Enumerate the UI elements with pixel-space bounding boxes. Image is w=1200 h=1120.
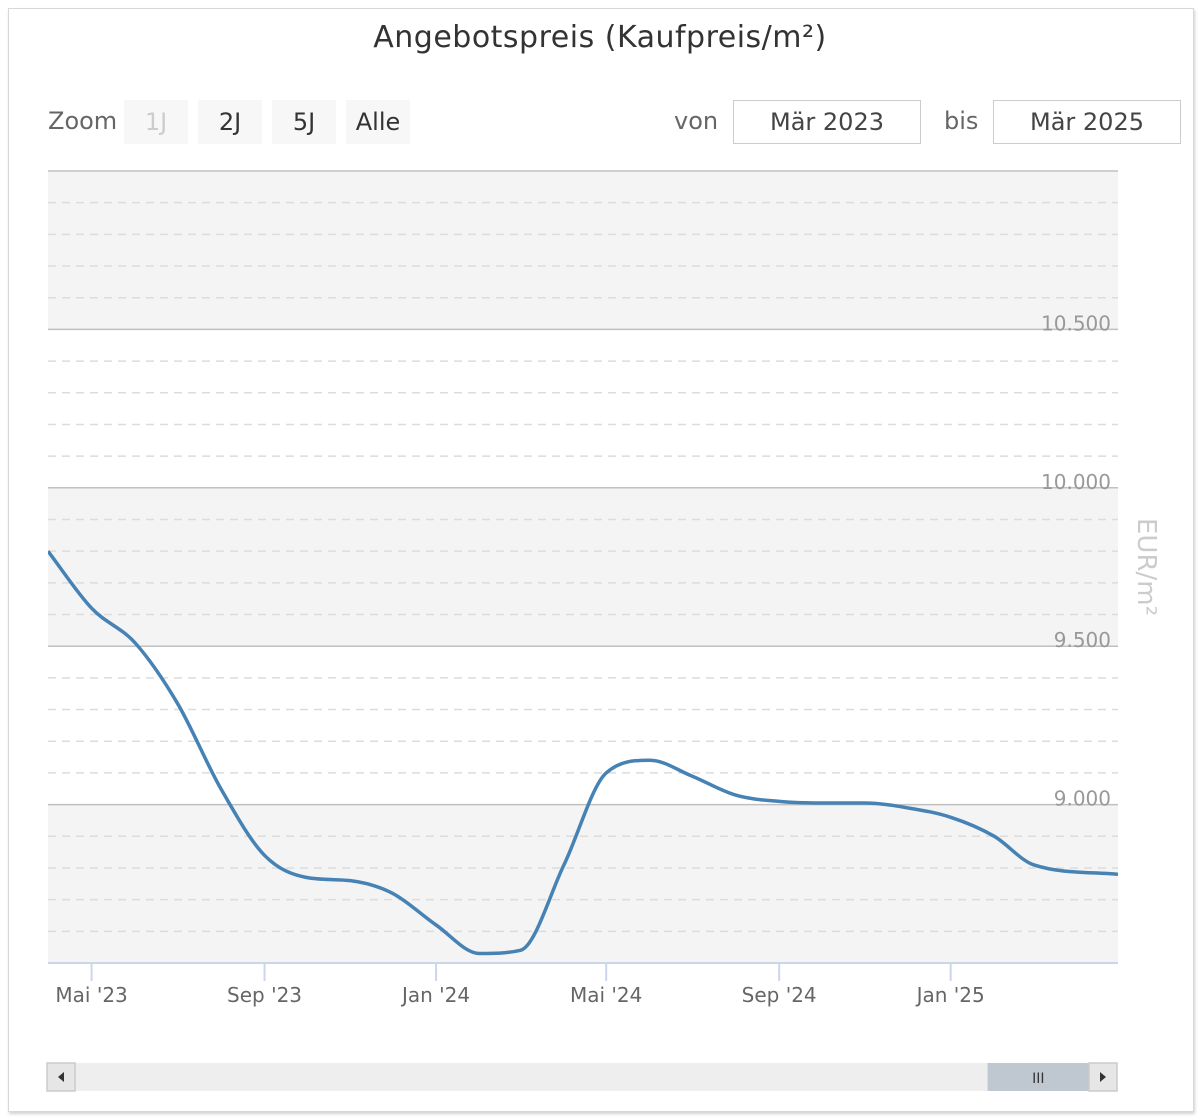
x-tick-label: Sep '24 [742,983,817,1007]
y-axis-title: EUR/m² [1131,518,1161,616]
minor-gridlines [48,201,1118,933]
x-tick-label: Sep '23 [227,983,302,1007]
scrollbar-track [47,1063,1117,1091]
scrollbar-thumb [987,1063,1089,1091]
zoom-alle-button[interactable]: Alle [346,100,410,144]
plot-band [48,804,1118,963]
y-tick-label: 9.000 [1054,787,1111,811]
plot-band [48,487,1118,647]
x-tick-label: Mai '24 [570,983,642,1007]
scrollbar[interactable]: III [46,1062,1118,1092]
plot-bands [48,171,1118,963]
zoom-2j-button[interactable]: 2J [198,100,262,144]
scroll-left-icon [58,1072,64,1082]
from-label: von [674,107,719,135]
to-label: bis [944,107,979,135]
y-tick-label: 10.500 [1041,311,1111,335]
series-group [48,550,1118,956]
x-axis: Mai '23 Sep '23 Jan '24 Mai '24 Sep '24 Jan '… [48,962,1118,1007]
scrollbar-grip: III [1032,1071,1044,1087]
x-tick-label: Jan '24 [400,983,470,1007]
zoom-5j-button[interactable]: 5J [272,100,336,144]
zoom-label: Zoom [48,107,118,135]
from-date-input[interactable]: Mär 2023 [733,100,921,144]
series-line [48,550,1118,956]
y-tick-label: 10.000 [1041,470,1111,494]
x-tick-label: Mai '23 [55,983,127,1007]
x-tick-label: Jan '25 [915,983,985,1007]
y-axis-labels: 9.000 9.500 10.000 10.500 [1041,311,1111,810]
y-tick-label: 9.500 [1054,628,1111,652]
plot-band [48,171,1118,330]
zoom-1j-button[interactable]: 1J [124,100,188,144]
scroll-right-icon [1100,1072,1106,1082]
major-gridlines [48,170,1118,806]
chart-title: Angebotspreis (Kaufpreis/m²) [373,20,827,55]
to-date-input[interactable]: Mär 2025 [993,100,1181,144]
scrollbar-left-button [46,1062,76,1092]
